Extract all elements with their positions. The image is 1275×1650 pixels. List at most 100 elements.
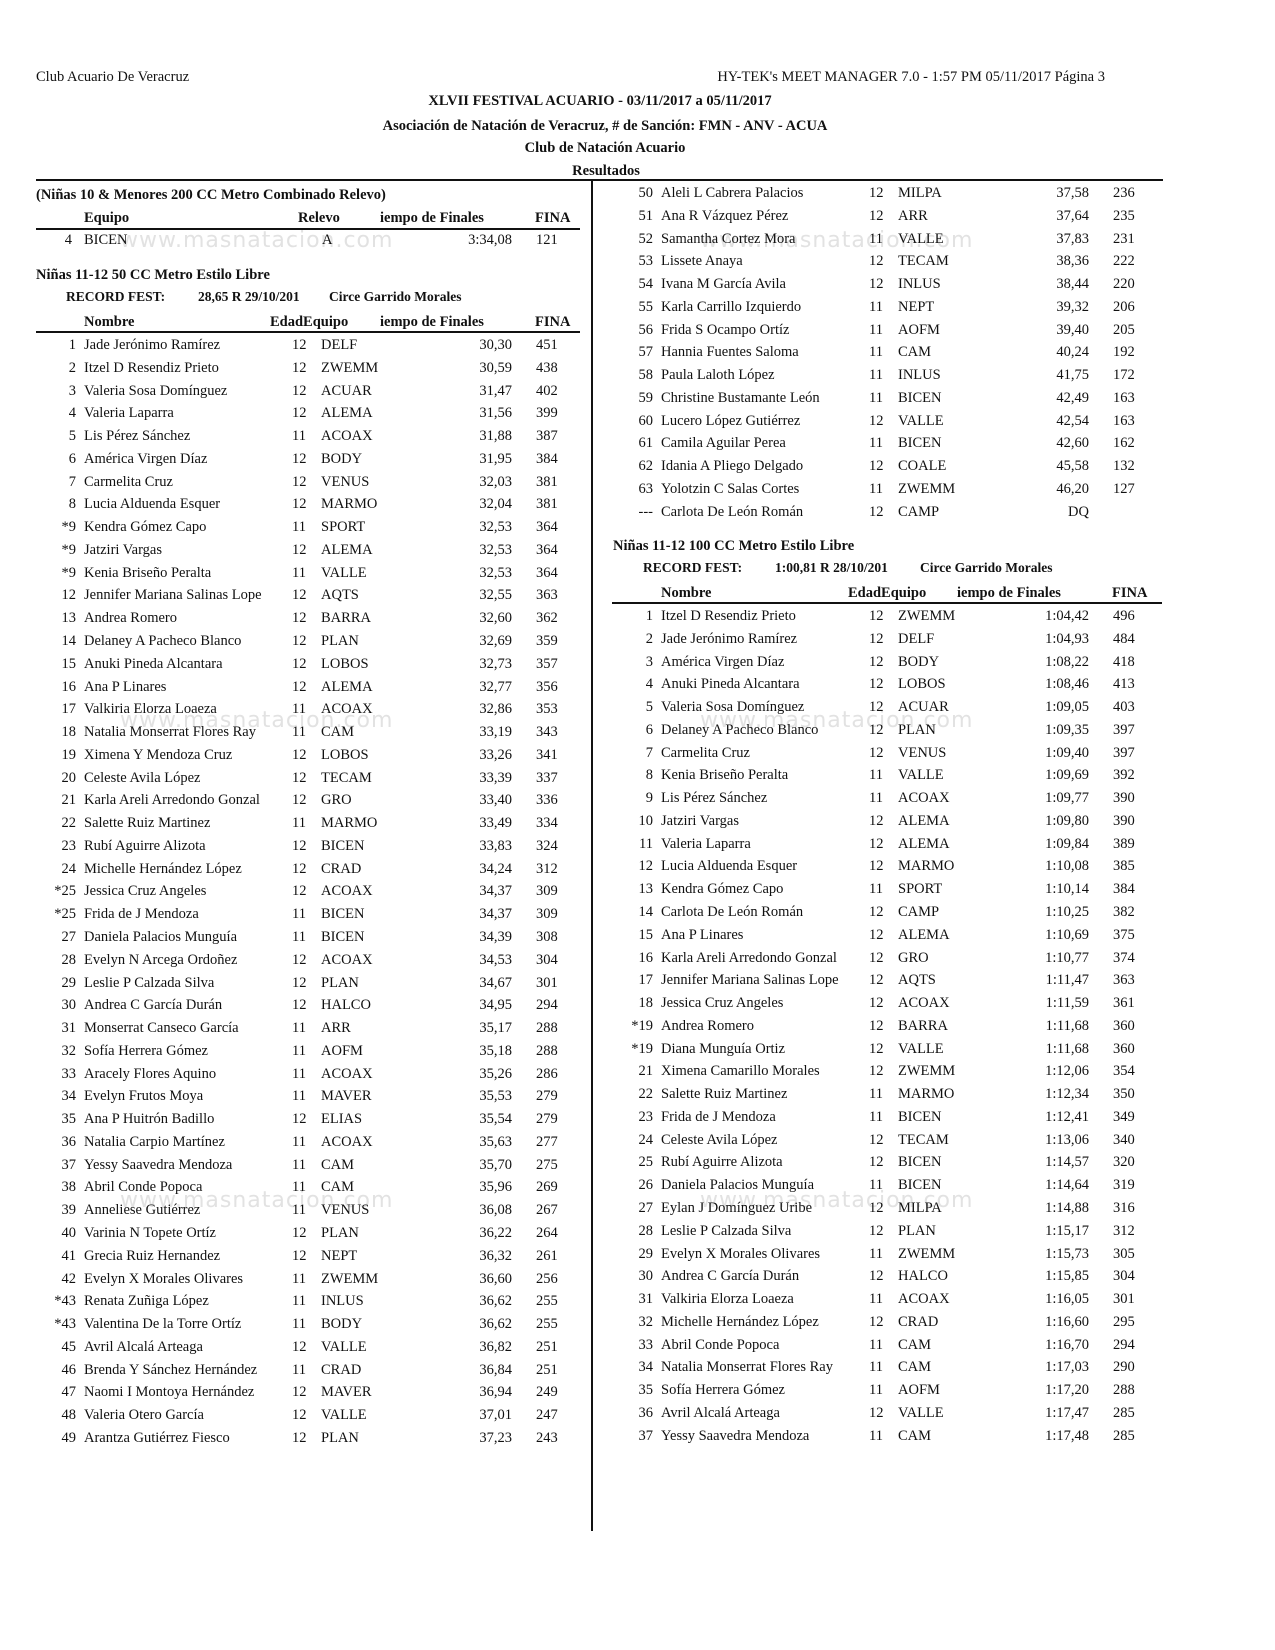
team: VENUS: [321, 473, 370, 490]
time: 1:10,14: [1045, 881, 1089, 898]
place: 36: [638, 1404, 654, 1421]
team: PLAN: [321, 633, 359, 649]
fina: 236: [1113, 185, 1135, 201]
age: 11: [869, 367, 883, 384]
table-row: 23 Frida de J Mendoza 11 BICEN 1:12,41 349: [639, 1108, 1221, 1126]
fina: 275: [536, 1156, 558, 1173]
table-row: 14 Delaney A Pacheco Blanco 12 PLAN 32,69 359: [62, 632, 644, 650]
time: 1:04,42: [1045, 608, 1089, 624]
time: 31,95: [479, 450, 512, 467]
place: 30: [61, 997, 77, 1014]
table-row: 28 Evelyn N Arcega Ordoñez 12 ACOAX 34,53 304: [62, 951, 644, 969]
table-row: 16 Karla Areli Arredondo Gonzal 12 GRO 1:10,…: [639, 949, 1221, 967]
team: ALEMA: [321, 541, 373, 558]
swimmer-name: Andrea Romero: [661, 1017, 755, 1034]
swimmer-name: Daniela Palacios Munguía: [84, 929, 238, 946]
place: 16: [61, 678, 77, 695]
team: VALLE: [898, 412, 944, 429]
team: TECAM: [898, 1131, 949, 1148]
age: 12: [292, 1407, 307, 1424]
time: 33,39: [479, 769, 512, 786]
swimmer-name: Delaney A Pacheco Blanco: [84, 633, 242, 649]
time: 37,83: [1056, 230, 1089, 247]
age: 12: [292, 405, 307, 422]
table-row: 29 Leslie P Calzada Silva 12 PLAN 34,67 301: [62, 974, 644, 992]
time: 39,40: [1056, 321, 1089, 338]
team: BODY: [898, 653, 940, 670]
team: VALLE: [898, 767, 944, 784]
fina: 336: [536, 792, 558, 809]
time: 38,36: [1056, 253, 1089, 270]
place: 21: [638, 1063, 654, 1080]
table-row: 41 Grecia Ruiz Hernandez 12 NEPT 36,32 261: [62, 1247, 644, 1265]
place: 34: [638, 1359, 654, 1376]
team: DELF: [321, 337, 358, 353]
section-title: Resultados: [572, 163, 640, 179]
swimmer-name: Lissete Anaya: [661, 253, 743, 270]
swimmer-name: Leslie P Calzada Silva: [84, 974, 215, 991]
age: 11: [869, 1427, 883, 1444]
age: 12: [869, 1131, 884, 1148]
table-row: 38 Abril Conde Popoca 11 CAM 35,96 269: [62, 1178, 644, 1196]
fina: 350: [1113, 1086, 1135, 1103]
record-label: RECORD FEST:: [643, 560, 743, 575]
age: 12: [292, 1338, 307, 1355]
fina: 359: [536, 633, 558, 649]
place: 30: [638, 1268, 654, 1285]
table-row: 31 Monserrat Canseco García 11 ARR 35,17 288: [62, 1019, 644, 1037]
place: 4: [64, 232, 72, 248]
time: 1:10,77: [1045, 949, 1089, 966]
place: 42: [61, 1270, 77, 1287]
fina: 220: [1113, 276, 1135, 293]
team: NEPT: [321, 1247, 358, 1264]
table-row: 55 Karla Carrillo Izquierdo 11 NEPT 39,32 206: [639, 298, 1221, 316]
team: AOFM: [321, 1042, 363, 1059]
table-row: 27 Eylan J Domínguez Uribe 12 MILPA 1:14,88 3…: [639, 1199, 1221, 1217]
place: 49: [61, 1429, 77, 1446]
swimmer-name: Celeste Avila López: [84, 769, 201, 786]
time: 37,23: [479, 1429, 512, 1446]
swimmer-name: Karla Carrillo Izquierdo: [661, 298, 802, 315]
age: 12: [292, 951, 307, 968]
time: 31,47: [479, 382, 512, 399]
fina: 261: [536, 1247, 558, 1264]
place: 17: [61, 701, 77, 718]
table-row: 45 Avril Alcalá Arteaga 12 VALLE 36,82 251: [62, 1338, 644, 1356]
swimmer-name: Lucia Alduenda Esquer: [661, 858, 798, 875]
time: 39,32: [1056, 298, 1089, 315]
table-row: 1 Jade Jerónimo Ramírez 12 DELF 30,30 451: [69, 336, 644, 354]
table-row: 37 Yessy Saavedra Mendoza 11 CAM 35,70 275: [62, 1156, 644, 1174]
col-time: iempo de Finales: [380, 210, 484, 226]
place: *9: [61, 541, 77, 558]
team: MAVER: [321, 1088, 372, 1105]
swimmer-name: Evelyn N Arcega Ordoñez: [84, 951, 238, 968]
table-row: 3 Valeria Sosa Domínguez 12 ACUAR 31,47 402: [69, 382, 644, 400]
age: 11: [292, 428, 306, 445]
header-rule: [36, 331, 580, 333]
team: CAM: [898, 1427, 932, 1444]
age: 12: [869, 744, 884, 761]
table-row: 15 Ana P Linares 12 ALEMA 1:10,69 375: [639, 926, 1221, 944]
table-row: *43 Renata Zuñiga López 11 INLUS 36,62 255: [54, 1292, 644, 1310]
age: 11: [292, 724, 306, 741]
team: ELIAS: [321, 1111, 363, 1128]
swimmer-name: Andrea Romero: [84, 610, 178, 627]
fina: 385: [1113, 858, 1135, 875]
fina: 364: [536, 564, 558, 581]
swimmer-name: Jade Jerónimo Ramírez: [84, 337, 221, 353]
time: 1:08,22: [1045, 653, 1089, 670]
place: *43: [54, 1316, 76, 1333]
swimmer-name: Delaney A Pacheco Blanco: [661, 721, 819, 738]
age: 11: [869, 389, 883, 406]
swimmer-name: Hannia Fuentes Saloma: [661, 344, 799, 361]
age: 12: [292, 860, 307, 877]
age: 12: [292, 746, 307, 763]
time: 1:09,69: [1045, 767, 1089, 784]
place: 2: [645, 630, 653, 647]
fina: 285: [1113, 1427, 1135, 1444]
fina: 356: [536, 678, 558, 695]
table-row: 31 Valkiria Elorza Loaeza 11 ACOAX 1:16,05 30…: [639, 1290, 1221, 1308]
table-row: 54 Ivana M García Avila 12 INLUS 38,44 220: [639, 275, 1221, 293]
fina: 364: [536, 519, 558, 536]
